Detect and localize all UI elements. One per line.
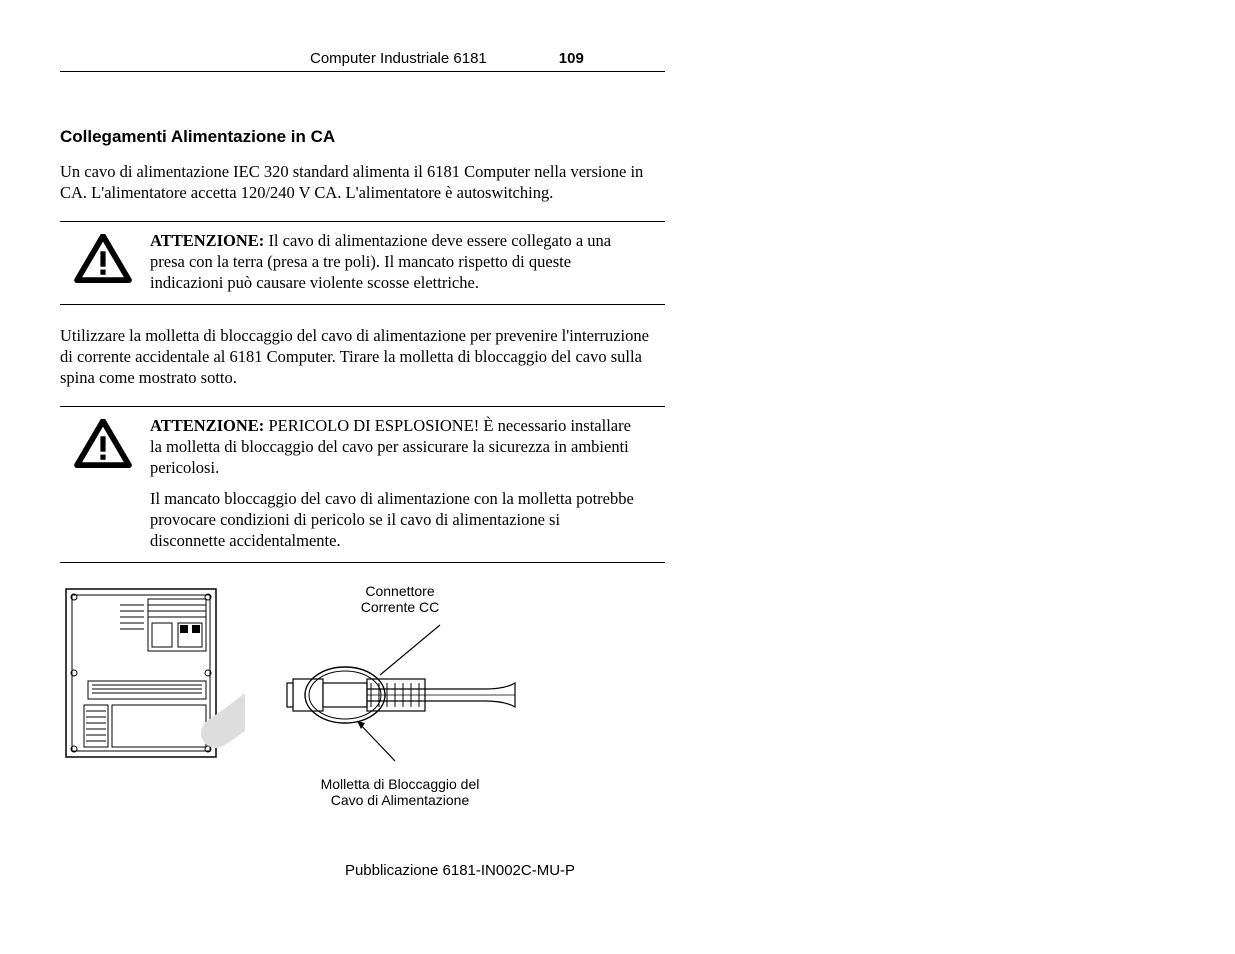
header-title: Computer Industriale 6181	[310, 50, 487, 67]
intro-paragraph: Un cavo di alimentazione IEC 320 standar…	[60, 161, 665, 203]
attention-block-2: ATTENZIONE: PERICOLO DI ESPLOSIONE! È ne…	[60, 406, 665, 563]
attention-text-2: ATTENZIONE: PERICOLO DI ESPLOSIONE! È ne…	[150, 415, 665, 552]
header-rule	[60, 71, 665, 72]
warning-icon	[74, 419, 132, 474]
figure-label-bottom: Molletta di Bloccaggio del Cavo di Alime…	[275, 776, 525, 808]
footer-publication: Pubblicazione 6181-IN002C-MU-P	[60, 862, 860, 879]
figure-label-top: Connettore Corrente CC	[275, 583, 525, 615]
paragraph-2: Utilizzare la molletta di bloccaggio del…	[60, 325, 665, 388]
attention-label-2: ATTENZIONE:	[150, 416, 264, 435]
page-number: 109	[559, 50, 584, 67]
attention-block-1: ATTENZIONE: Il cavo di alimentazione dev…	[60, 221, 665, 304]
figure-area: Connettore Corrente CC	[60, 583, 665, 808]
attention-body-2b: Il mancato bloccaggio del cavo di alimen…	[150, 488, 635, 551]
figure-computer-panel	[60, 583, 245, 763]
attention-text-1: ATTENZIONE: Il cavo di alimentazione dev…	[150, 230, 665, 293]
warning-icon	[74, 234, 132, 289]
section-heading: Collegamenti Alimentazione in CA	[60, 127, 665, 147]
attention-label-1: ATTENZIONE:	[150, 231, 264, 250]
figure-connector: Connettore Corrente CC	[275, 583, 525, 808]
